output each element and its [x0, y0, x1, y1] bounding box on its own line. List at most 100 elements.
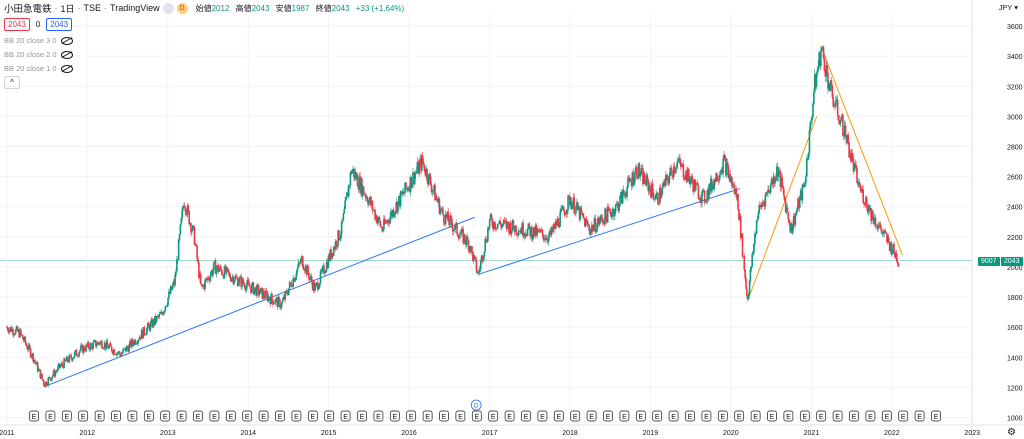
- candle-body: [677, 161, 679, 162]
- earnings-marker: [668, 410, 679, 422]
- candle-body: [348, 185, 351, 186]
- earnings-marker-label: E: [638, 414, 643, 421]
- candle-body: [517, 231, 520, 236]
- candle-body: [217, 265, 220, 272]
- candle-body: [107, 345, 109, 349]
- candle-body: [198, 273, 201, 278]
- candle-body: [663, 180, 665, 185]
- candle-body: [381, 226, 383, 232]
- earnings-marker-label: E: [278, 414, 283, 421]
- candle-body: [35, 361, 37, 365]
- candle-body: [137, 340, 139, 344]
- trendlines: [44, 45, 903, 388]
- status-icon[interactable]: [162, 2, 174, 14]
- currency-selector[interactable]: JPY ▾: [998, 3, 1018, 12]
- candle-body: [760, 205, 762, 208]
- eye-hidden-icon[interactable]: [60, 36, 73, 45]
- candle-body: [791, 223, 793, 234]
- candle-body: [682, 164, 685, 178]
- candle-body: [769, 191, 771, 193]
- earnings-marker-label: E: [130, 414, 135, 421]
- collapse-legend-button[interactable]: ^: [4, 76, 20, 89]
- candle-body: [332, 247, 335, 256]
- candle-body: [50, 377, 53, 381]
- candle-body: [810, 120, 813, 122]
- earnings-marker-label: E: [327, 414, 332, 421]
- interval-label[interactable]: 1日: [60, 3, 75, 14]
- candle-body: [849, 153, 851, 158]
- indicator-legend-bb3[interactable]: BB 20 close 3 0: [4, 36, 73, 45]
- candle-body: [643, 173, 646, 183]
- earnings-marker: [914, 410, 925, 422]
- earnings-marker: [258, 410, 269, 422]
- earnings-marker: [471, 410, 482, 422]
- candle-body: [717, 179, 719, 181]
- earnings-marker-label: E: [343, 414, 348, 421]
- earnings-marker-label: E: [606, 414, 611, 421]
- eye-hidden-icon[interactable]: [60, 50, 73, 59]
- candle-body: [439, 208, 442, 214]
- candle-body: [70, 354, 72, 359]
- candle-body: [505, 220, 508, 229]
- gear-icon[interactable]: ⚙: [1007, 427, 1016, 438]
- delayed-data-icon[interactable]: D: [176, 2, 188, 14]
- candle-body: [546, 240, 549, 242]
- candle-body: [80, 344, 83, 346]
- sell-button[interactable]: 2043: [4, 18, 30, 31]
- candle-body: [43, 385, 46, 387]
- candle-body: [831, 85, 834, 97]
- candle-body: [374, 209, 376, 220]
- candle-body: [376, 215, 378, 224]
- candle-body: [232, 276, 235, 284]
- candle-body: [725, 162, 728, 176]
- candle-body: [72, 356, 75, 359]
- candle-body: [740, 233, 743, 238]
- symbol-title[interactable]: 小田急電鉄: [4, 4, 52, 15]
- candle-body: [228, 272, 230, 273]
- candle-body: [453, 229, 456, 231]
- candle-body: [558, 226, 561, 228]
- candle-body: [535, 225, 538, 236]
- candle-body: [164, 306, 167, 311]
- indicator-legend-bb1[interactable]: BB 20 close 1 0: [4, 64, 73, 73]
- candle-body: [456, 222, 458, 235]
- earnings-marker: [553, 410, 564, 422]
- low-label: 安値: [275, 3, 292, 13]
- candle-body: [94, 340, 96, 341]
- candle-body: [857, 182, 860, 185]
- candle-body: [823, 58, 826, 72]
- candle-body: [342, 213, 345, 221]
- candle-body: [412, 172, 414, 184]
- candle-body: [214, 260, 217, 275]
- candle-body: [431, 190, 434, 193]
- candle-body: [284, 291, 287, 300]
- price-tick-label: 2000: [1007, 265, 1023, 272]
- candle-body: [33, 359, 35, 362]
- candle-body: [206, 278, 208, 280]
- buy-button[interactable]: 2043: [46, 18, 73, 31]
- candle-body: [82, 346, 85, 353]
- eye-hidden-icon[interactable]: [60, 64, 73, 73]
- candle-body: [425, 168, 427, 176]
- candle-body: [609, 209, 612, 214]
- currency-label: JPY: [998, 3, 1013, 12]
- candle-body: [540, 229, 543, 231]
- candle-body: [706, 190, 709, 201]
- candle-body: [362, 186, 365, 194]
- earnings-marker: [750, 410, 761, 422]
- candle-body: [592, 226, 595, 232]
- candle-body: [562, 206, 565, 211]
- candle-body: [897, 263, 900, 266]
- candle-body: [761, 203, 763, 208]
- candle-body: [41, 373, 43, 379]
- indicator-legend-bb2[interactable]: BB 20 close 2 0: [4, 50, 73, 59]
- candle-body: [877, 225, 879, 229]
- earnings-marker-label: E: [294, 414, 299, 421]
- candle-body: [396, 202, 398, 212]
- candle-body: [798, 196, 801, 208]
- candle-body: [779, 170, 782, 187]
- candle-body: [357, 186, 360, 190]
- candle-body: [830, 80, 833, 86]
- candle-body: [415, 171, 418, 173]
